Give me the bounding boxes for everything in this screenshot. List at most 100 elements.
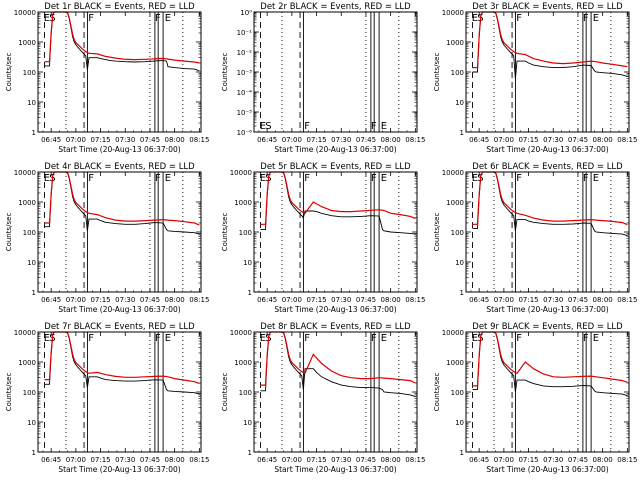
x-tick-label: 07:45 [140, 136, 160, 144]
event-marker: E [44, 13, 50, 24]
event-marker: E [260, 121, 266, 132]
y-tick-label: 1000 [18, 199, 36, 207]
x-tick-label: 08:15 [405, 456, 425, 464]
series-lld [44, 171, 200, 226]
series-lld [260, 331, 416, 386]
x-tick-label: 07:15 [518, 136, 538, 144]
y-tick-label: 10000 [230, 329, 252, 337]
x-tick-label: 07:15 [518, 456, 538, 464]
x-tick-label: 07:00 [66, 136, 86, 144]
y-axis-label: Counts/sec [5, 213, 13, 252]
x-tick-label: 07:30 [331, 136, 351, 144]
panel-title: Det 6r BLACK = Events, RED = LLD [472, 162, 623, 172]
y-axis-label: Counts/sec [221, 213, 229, 252]
event-marker: F [155, 13, 161, 24]
x-tick-label: 08:00 [593, 456, 613, 464]
y-axis-label: Counts/sec [433, 213, 441, 252]
series-events [44, 11, 200, 72]
event-marker: E [165, 13, 171, 24]
y-tick-label: 1 [460, 449, 464, 457]
series-events [472, 171, 628, 237]
plot-frame [253, 171, 418, 293]
x-tick-label: 08:00 [381, 136, 401, 144]
x-tick-label: 06:45 [469, 136, 489, 144]
x-tick-label: 07:15 [90, 296, 110, 304]
x-tick-label: 08:15 [405, 296, 425, 304]
y-tick-label: 10000 [442, 169, 464, 177]
x-tick-label: 07:45 [568, 136, 588, 144]
series-events [472, 11, 628, 79]
x-tick-label: 07:15 [306, 296, 326, 304]
x-tick-label: 07:00 [282, 136, 302, 144]
x-tick-label: 07:30 [115, 296, 135, 304]
event-marker: E [381, 173, 387, 184]
panel-8: Det 8r BLACK = Events, RED = LLD Counts/s… [221, 322, 425, 474]
event-marker: F [371, 173, 377, 184]
y-tick-label: 100 [239, 389, 252, 397]
plot-frame [37, 11, 202, 133]
x-tick-label: 07:15 [306, 456, 326, 464]
x-tick-label: 06:45 [41, 296, 61, 304]
event-marker: E [381, 121, 387, 132]
event-marker: F [516, 333, 522, 344]
event-marker: F [88, 173, 94, 184]
event-marker: F [583, 173, 589, 184]
event-marker: F [583, 333, 589, 344]
x-tick-label: 07:45 [356, 296, 376, 304]
plot-frame [253, 11, 418, 133]
event-marker: E [44, 333, 50, 344]
x-tick-label: 08:15 [189, 456, 209, 464]
plot-frame [465, 11, 630, 133]
x-tick-label: 07:30 [115, 136, 135, 144]
x-tick-label: 08:15 [617, 296, 637, 304]
y-tick-label: 100 [23, 229, 36, 237]
event-marker: F [88, 333, 94, 344]
x-tick-label: 07:00 [282, 456, 302, 464]
y-tick-label: 1000 [18, 359, 36, 367]
y-tick-label: 10000 [442, 9, 464, 17]
y-tick-label: 1 [248, 449, 252, 457]
x-tick-label: 08:15 [617, 456, 637, 464]
y-tick-label: 100 [239, 229, 252, 237]
x-tick-label: 07:00 [282, 296, 302, 304]
panel-title: Det 7r BLACK = Events, RED = LLD [44, 322, 195, 332]
event-marker: E [593, 13, 599, 24]
y-tick-label: 10000 [230, 169, 252, 177]
x-axis-label: Start Time (20-Aug-13 06:37:00) [274, 465, 396, 474]
y-tick-label: 1 [32, 289, 36, 297]
x-tick-label: 06:45 [41, 456, 61, 464]
x-tick-label: 08:00 [165, 456, 185, 464]
x-tick-label: 08:00 [593, 136, 613, 144]
x-tick-label: 08:00 [165, 296, 185, 304]
x-tick-label: 07:15 [306, 136, 326, 144]
y-tick-label: 10000 [442, 329, 464, 337]
x-tick-label: 07:00 [494, 296, 514, 304]
event-marker: F [88, 13, 94, 24]
y-tick-label: 100 [451, 389, 464, 397]
panel-3: Det 3r BLACK = Events, RED = LLD Counts/s… [433, 2, 637, 154]
y-tick-label: 1 [248, 289, 252, 297]
event-marker: F [516, 13, 522, 24]
panel-9: Det 9r BLACK = Events, RED = LLD Counts/s… [433, 322, 637, 474]
event-marker: F [304, 121, 310, 132]
y-tick-label: 10000 [14, 169, 36, 177]
x-tick-label: 06:45 [469, 456, 489, 464]
x-tick-label: 07:45 [568, 296, 588, 304]
plot-frame [253, 331, 418, 453]
y-tick-label: 1 [460, 289, 464, 297]
event-marker: E [472, 173, 478, 184]
event-marker: E [472, 333, 478, 344]
plot-frame [465, 331, 630, 453]
x-tick-label: 06:45 [41, 136, 61, 144]
panel-title: Det 1r BLACK = Events, RED = LLD [44, 2, 195, 12]
panel-title: Det 8r BLACK = Events, RED = LLD [260, 322, 411, 332]
panel-title: Det 4r BLACK = Events, RED = LLD [44, 162, 195, 172]
x-axis-label: Start Time (20-Aug-13 06:37:00) [486, 465, 608, 474]
series-events [44, 171, 200, 235]
event-marker: F [155, 333, 161, 344]
x-tick-label: 07:45 [140, 456, 160, 464]
y-tick-label: 10⁻³ [237, 69, 253, 77]
series-lld [44, 11, 200, 64]
x-tick-label: 07:00 [66, 456, 86, 464]
y-axis-label: Counts/sec [433, 53, 441, 92]
